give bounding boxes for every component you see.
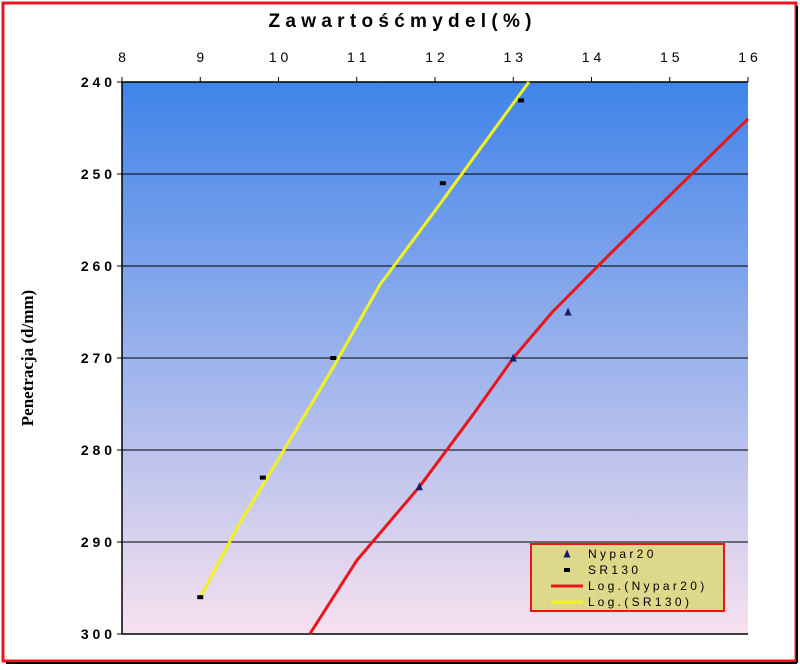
- x-tick-label: 1 1: [347, 49, 367, 65]
- x-tick-label: 1 4: [582, 49, 602, 65]
- x-tick-label: 8: [118, 49, 126, 65]
- legend-label: S R 1 3 0: [588, 563, 638, 577]
- x-tick-label: 1 2: [425, 49, 445, 65]
- legend-box: [530, 543, 725, 612]
- data-markers: [197, 98, 572, 600]
- x-tick-label: 1 3: [504, 49, 524, 65]
- gridlines: [122, 173, 748, 543]
- data-point: [330, 356, 337, 360]
- x-tick-label: 1 0: [269, 49, 289, 65]
- x-tick-label: 1 5: [660, 49, 680, 65]
- data-point: [415, 482, 423, 491]
- y-tick-label: 2 7 0: [81, 350, 112, 366]
- data-point: [197, 595, 204, 600]
- y-axis-ticks: 2 4 0 2 5 0 2 6 0 2 7 0 2 8 0 2 9 0 3 0 0: [81, 74, 122, 642]
- trendline: [308, 117, 750, 635]
- legend-symbol: [564, 568, 570, 572]
- data-point: [564, 307, 572, 316]
- legend-label: L o g . ( N y p a r 2 0 ): [588, 579, 704, 593]
- legend-symbol: [563, 549, 571, 558]
- y-tick-label: 2 6 0: [81, 258, 112, 274]
- data-point: [439, 181, 446, 186]
- trendline: [198, 81, 531, 598]
- y-tick-label: 2 9 0: [81, 534, 112, 550]
- data-point: [259, 475, 266, 480]
- legend-label: L o g . ( S R 1 3 0 ): [588, 595, 689, 609]
- trendlines: [198, 81, 750, 635]
- y-tick-label: 2 5 0: [81, 166, 112, 182]
- chart-title: Z a w a r t o ś ć m y d e l ( % ): [269, 11, 532, 32]
- x-tick-label: 9: [196, 49, 204, 65]
- x-tick-label: 1 6: [738, 49, 758, 65]
- legend-label: N y p a r 2 0: [588, 547, 654, 561]
- data-point: [518, 98, 525, 103]
- y-tick-label: 2 4 0: [81, 74, 112, 90]
- legend: N y p a r 2 0 S R 1 3 0 L o g . ( N y p a …: [530, 543, 725, 612]
- y-axis-label: Penetracja (d/mm): [18, 290, 37, 426]
- y-tick-label: 2 8 0: [81, 442, 112, 458]
- y-tick-label: 3 0 0: [81, 626, 112, 642]
- data-point: [509, 353, 517, 362]
- x-axis-ticks: 8 9 1 0 1 1 1 2 1 3 1 4 1 5 1 6: [118, 49, 758, 82]
